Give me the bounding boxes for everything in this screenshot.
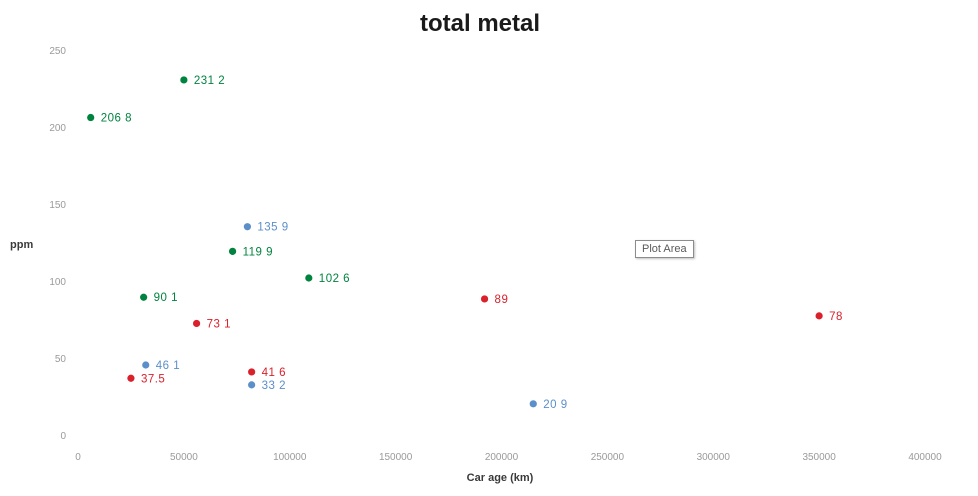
x-tick-label: 350000 — [802, 452, 836, 463]
data-label: 135 9 — [257, 222, 288, 234]
data-labels: 206 8 231 2 119 9 102 6 90 1 135 9 46 1 33 2 20 … — [101, 75, 843, 411]
data-label: 33 2 — [262, 380, 286, 392]
data-point — [142, 361, 150, 369]
chart-title: total metal — [420, 10, 540, 37]
data-point — [228, 247, 237, 255]
data-point — [87, 113, 95, 122]
data-point — [127, 374, 135, 382]
x-tick-label: 250000 — [591, 452, 625, 463]
x-tick-label: 400000 — [908, 452, 942, 463]
data-label: 102 6 — [319, 273, 350, 285]
y-tick-label: 200 — [49, 123, 66, 134]
x-tick-label: 0 — [75, 452, 81, 463]
data-point — [192, 319, 201, 328]
data-label: 73 1 — [207, 318, 231, 330]
y-axis-label: ppm — [10, 239, 33, 251]
y-tick-label: 250 — [49, 46, 66, 57]
data-label: 90 1 — [154, 292, 178, 304]
y-tick-label: 150 — [49, 200, 66, 211]
data-point — [305, 274, 313, 282]
x-tick-label: 300000 — [697, 452, 731, 463]
data-label: 20 9 — [543, 399, 567, 411]
data-label: 41 6 — [262, 367, 286, 379]
y-tick-label: 50 — [55, 354, 67, 365]
data-point — [248, 381, 256, 389]
x-tick-label: 200000 — [485, 452, 519, 463]
y-tick-label: 0 — [60, 431, 66, 442]
data-label: 206 8 — [101, 113, 132, 125]
y-tick-label: 100 — [49, 277, 66, 288]
data-point — [243, 223, 251, 231]
y-axis-ticks: 0 50 100 150 200 250 — [49, 46, 66, 442]
data-label: 46 1 — [156, 360, 180, 372]
data-point — [248, 368, 256, 376]
data-label: 89 — [495, 294, 509, 306]
data-points — [87, 76, 823, 408]
plot-area-tooltip: Plot Area — [635, 240, 694, 258]
data-point — [529, 400, 537, 408]
data-point — [815, 312, 823, 320]
x-tick-label: 150000 — [379, 452, 413, 463]
data-point — [180, 76, 188, 84]
data-label: 37.5 — [141, 373, 165, 385]
x-axis-label: Car age (km) — [467, 472, 534, 484]
x-tick-label: 50000 — [170, 452, 198, 463]
data-point — [140, 293, 148, 301]
x-tick-label: 100000 — [273, 452, 307, 463]
data-label: 119 9 — [243, 246, 273, 258]
data-label: 78 — [829, 311, 843, 323]
data-point — [480, 295, 489, 303]
data-label: 231 2 — [194, 75, 225, 87]
x-axis-ticks: 0 50000 100000 150000 200000 250000 300000 3500… — [75, 452, 942, 463]
